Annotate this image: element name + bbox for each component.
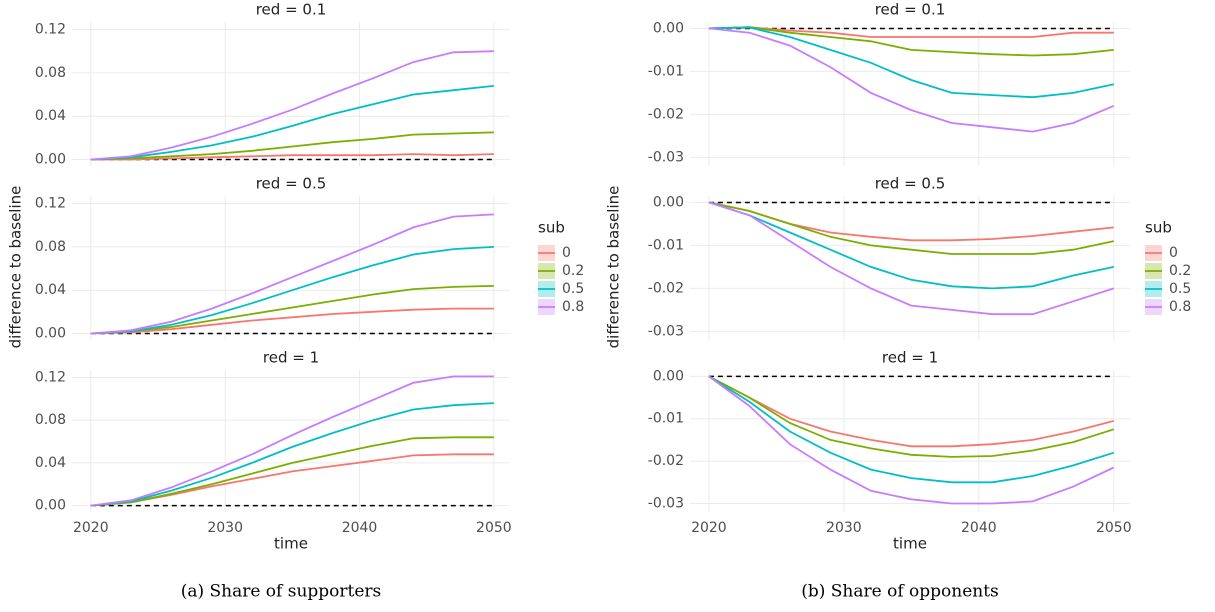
y-tick-label: 0.00 — [653, 194, 684, 210]
series-line — [90, 307, 494, 335]
legend-label: 0.8 — [562, 299, 584, 315]
series-line — [708, 201, 1114, 255]
legend-label: 0.5 — [562, 281, 584, 297]
series-line — [90, 375, 494, 507]
y-tick-label: -0.03 — [648, 323, 684, 339]
y-tick-label: 0.04 — [35, 455, 66, 471]
x-tick-label: 2030 — [826, 520, 862, 536]
y-tick-label: 0.00 — [653, 368, 684, 384]
x-tick-label: 2040 — [342, 520, 378, 536]
y-tick-label: 0.04 — [35, 108, 66, 124]
series-line — [708, 201, 1114, 290]
y-tick-label: 0.08 — [35, 65, 66, 81]
y-tick-label: -0.02 — [648, 106, 684, 122]
caption: (a) Share of supporters — [181, 582, 382, 602]
series-line — [90, 85, 494, 161]
y-tick-label: -0.02 — [648, 280, 684, 296]
series-line — [708, 375, 1115, 505]
legend-label: 0.2 — [562, 263, 584, 279]
y-tick-label: -0.01 — [648, 63, 684, 79]
series-line — [90, 402, 494, 507]
legend-title: sub — [1145, 219, 1172, 237]
y-tick-label: 0.12 — [35, 22, 66, 38]
x-tick-label: 2020 — [691, 520, 727, 536]
y-tick-label: -0.03 — [648, 149, 684, 165]
x-axis-label: time — [893, 535, 927, 553]
legend-title: sub — [538, 219, 565, 237]
facet-title: red = 0.5 — [875, 175, 946, 193]
legend-label: 0.5 — [1169, 281, 1191, 297]
y-tick-label: -0.03 — [648, 496, 684, 512]
x-tick-label: 2040 — [961, 520, 997, 536]
legend-label: 0.2 — [1169, 263, 1191, 279]
legend-label: 0 — [1169, 245, 1178, 261]
series-line — [90, 246, 494, 335]
y-tick-label: 0.12 — [35, 196, 66, 212]
x-tick-label: 2050 — [1096, 520, 1132, 536]
y-tick-label: 0.12 — [35, 369, 66, 385]
series-line — [90, 436, 494, 507]
series-line — [708, 375, 1115, 484]
y-tick-label: -0.02 — [648, 453, 684, 469]
facet-title: red = 0.1 — [256, 1, 327, 19]
facet-title: red = 1 — [263, 349, 319, 367]
series-line — [90, 213, 494, 335]
series-line — [708, 201, 1114, 242]
y-tick-label: 0.04 — [35, 282, 66, 298]
series-line — [708, 375, 1115, 448]
facet-title: red = 1 — [882, 349, 938, 367]
series-line — [90, 153, 494, 161]
x-tick-label: 2030 — [207, 520, 243, 536]
series-line — [708, 26, 1114, 99]
legend-label: 0 — [562, 245, 571, 261]
series-line — [90, 50, 494, 161]
series-line — [708, 26, 1114, 38]
series-line — [708, 375, 1115, 458]
y-tick-label: 0.00 — [35, 152, 66, 168]
y-tick-label: 0.00 — [35, 498, 66, 514]
y-tick-label: 0.00 — [653, 20, 684, 36]
series-line — [708, 27, 1115, 133]
x-tick-label: 2050 — [476, 520, 512, 536]
caption: (b) Share of opponents — [801, 582, 999, 602]
x-tick-label: 2020 — [73, 520, 109, 536]
y-tick-label: 0.08 — [35, 412, 66, 428]
series-line — [90, 131, 494, 161]
x-axis-label: time — [274, 535, 308, 553]
y-tick-label: -0.01 — [648, 411, 684, 427]
y-axis-label: difference to baseline — [7, 186, 25, 349]
facet-title: red = 0.1 — [875, 1, 946, 19]
series-line — [708, 26, 1114, 57]
y-tick-label: 0.00 — [35, 326, 66, 342]
y-axis-label: difference to baseline — [605, 186, 623, 349]
facet-title: red = 0.5 — [256, 175, 327, 193]
series-line — [90, 285, 494, 335]
legend-label: 0.8 — [1169, 299, 1191, 315]
series-line — [708, 201, 1115, 316]
y-tick-label: -0.01 — [648, 237, 684, 253]
y-tick-label: 0.08 — [35, 239, 66, 255]
